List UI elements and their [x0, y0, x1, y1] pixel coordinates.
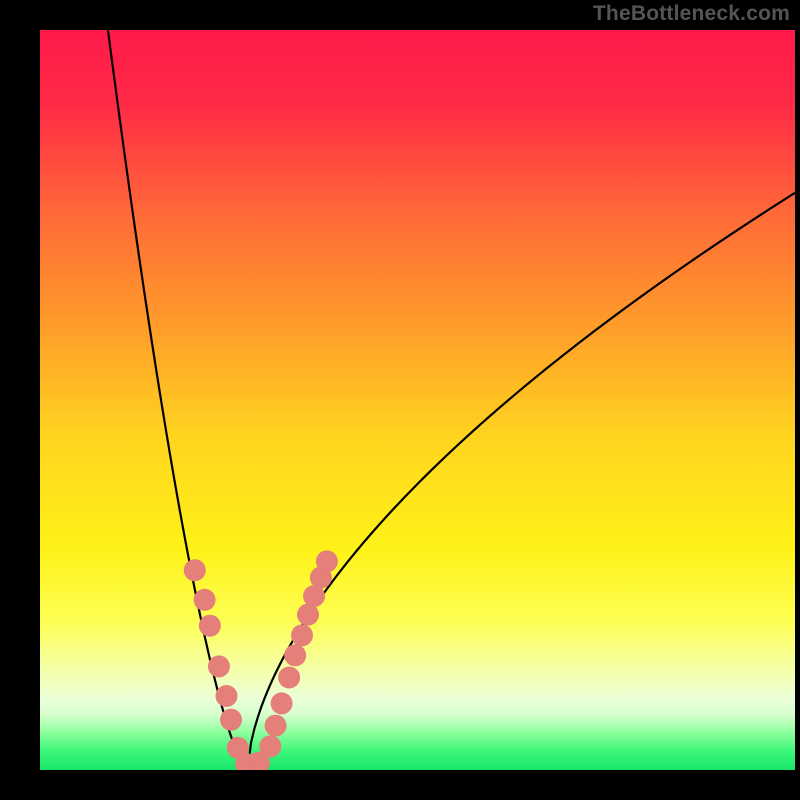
- chart-container: TheBottleneck.com: [0, 0, 800, 800]
- marker-left: [184, 559, 206, 581]
- marker-left: [215, 685, 237, 707]
- plot-area: [40, 30, 795, 770]
- background-gradient: [40, 30, 795, 770]
- marker-right: [271, 692, 293, 714]
- marker-left: [208, 655, 230, 677]
- marker-left: [220, 709, 242, 731]
- marker-right: [259, 735, 281, 757]
- marker-right: [291, 624, 313, 646]
- marker-right: [316, 550, 338, 572]
- marker-right: [265, 715, 287, 737]
- watermark-text: TheBottleneck.com: [593, 2, 790, 26]
- marker-right: [284, 644, 306, 666]
- chart-svg: [40, 30, 795, 770]
- marker-right: [278, 667, 300, 689]
- marker-left: [199, 615, 221, 637]
- marker-left: [194, 589, 216, 611]
